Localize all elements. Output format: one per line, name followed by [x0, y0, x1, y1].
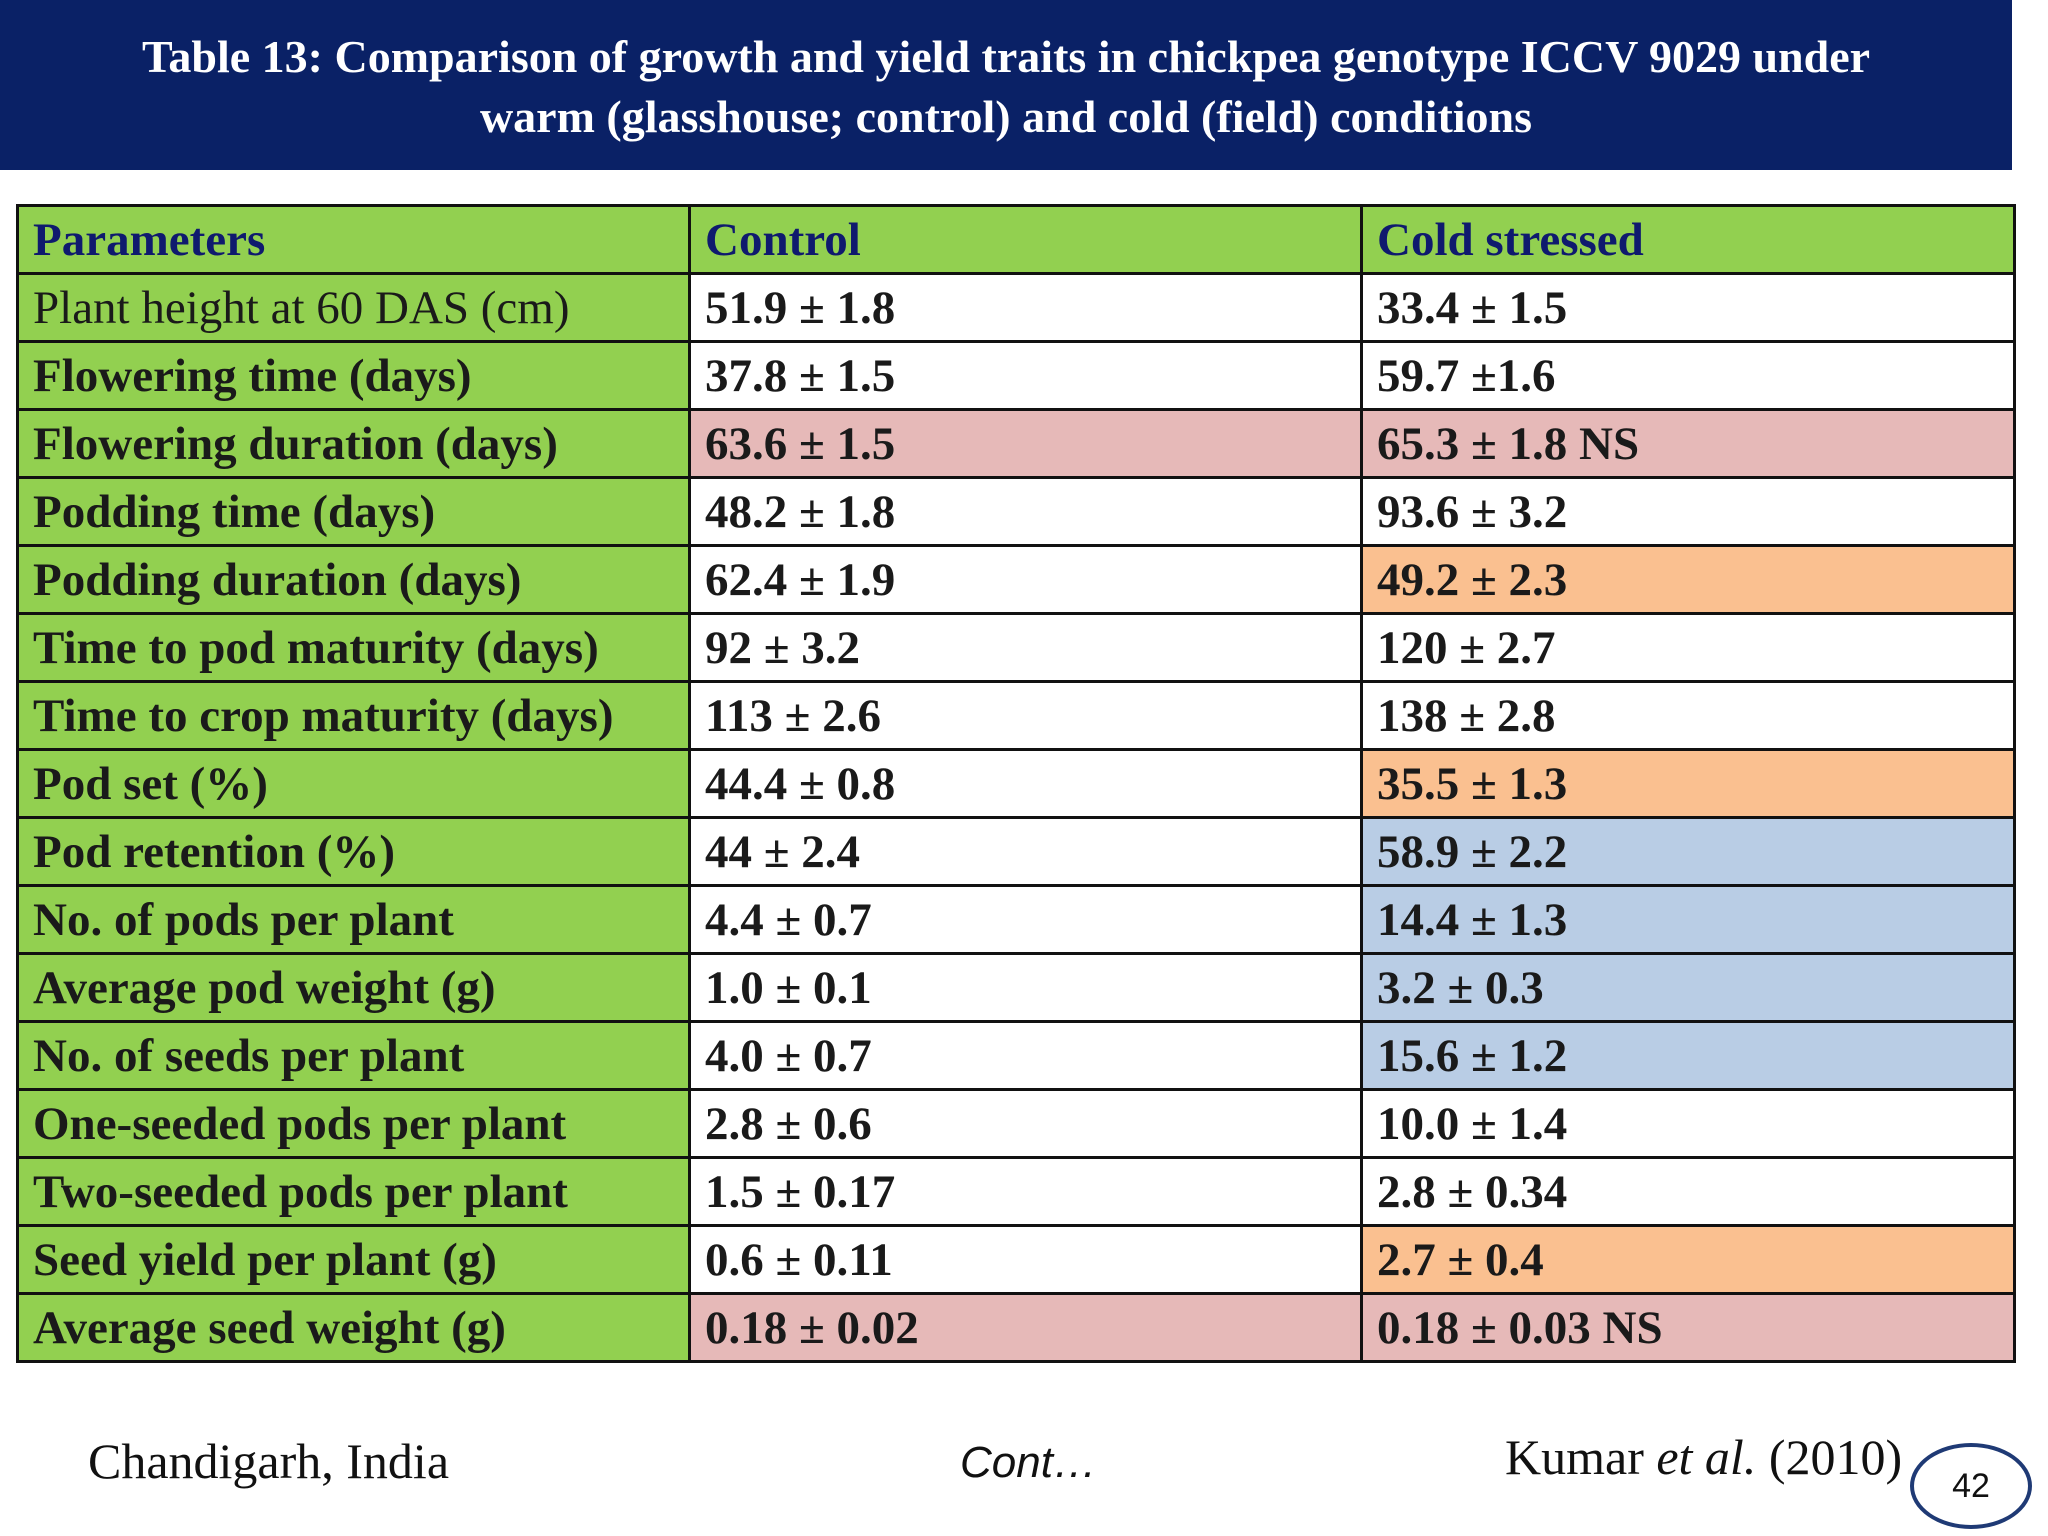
table-row: Pod retention (%) 44 ± 2.4 58.9 ± 2.2 [16, 816, 2016, 887]
parameter-cell: Time to crop maturity (days) [16, 680, 691, 751]
control-value-cell: 1.0 ± 0.1 [688, 952, 1363, 1023]
parameter-cell: One-seeded pods per plant [16, 1088, 691, 1159]
parameter-cell: Time to pod maturity (days) [16, 612, 691, 683]
table-row: Podding time (days) 48.2 ± 1.8 93.6 ± 3.2 [16, 476, 2016, 547]
table-row: Plant height at 60 DAS (cm) 51.9 ± 1.8 33.… [16, 272, 2016, 343]
parameter-cell: Pod retention (%) [16, 816, 691, 887]
header-parameters: Parameters [16, 204, 691, 275]
citation-etal: et al. [1656, 1429, 1757, 1485]
cold-stressed-value-cell: 93.6 ± 3.2 [1360, 476, 2016, 547]
table-row: Seed yield per plant (g) 0.6 ± 0.11 2.7 ± … [16, 1224, 2016, 1295]
table-header-row: Parameters Control Cold stressed [16, 204, 2016, 275]
control-value-cell: 2.8 ± 0.6 [688, 1088, 1363, 1159]
parameter-cell: Two-seeded pods per plant [16, 1156, 691, 1227]
control-value-cell: 1.5 ± 0.17 [688, 1156, 1363, 1227]
comparison-table: Parameters Control Cold stressed Plant h… [16, 204, 2016, 1363]
cold-stressed-value-cell: 138 ± 2.8 [1360, 680, 2016, 751]
slide-title: Table 13: Comparison of growth and yield… [0, 0, 2012, 170]
continued-text: Cont… [960, 1438, 1097, 1487]
control-value-cell: 113 ± 2.6 [688, 680, 1363, 751]
cold-stressed-value-cell: 33.4 ± 1.5 [1360, 272, 2016, 343]
parameter-cell: Flowering duration (days) [16, 408, 691, 479]
table-row: Podding duration (days) 62.4 ± 1.9 49.2 ± … [16, 544, 2016, 615]
table-row: One-seeded pods per plant 2.8 ± 0.6 10.0 ±… [16, 1088, 2016, 1159]
table-row: Time to crop maturity (days) 113 ± 2.6 138… [16, 680, 2016, 751]
table-row: Pod set (%) 44.4 ± 0.8 35.5 ± 1.3 [16, 748, 2016, 819]
citation: Kumar et al. (2010) [1505, 1428, 1902, 1486]
control-value-cell: 92 ± 3.2 [688, 612, 1363, 683]
parameter-cell: Podding duration (days) [16, 544, 691, 615]
table-row: Flowering duration (days) 63.6 ± 1.5 65.3 … [16, 408, 2016, 479]
citation-author: Kumar [1505, 1429, 1657, 1485]
title-line-2: warm (glasshouse; control) and cold (fie… [479, 91, 1533, 142]
parameter-cell: Podding time (days) [16, 476, 691, 547]
cold-stressed-value-cell: 58.9 ± 2.2 [1360, 816, 2016, 887]
table-row: Flowering time (days) 37.8 ± 1.5 59.7 ±1.6 [16, 340, 2016, 411]
header-control: Control [688, 204, 1363, 275]
parameter-cell: Pod set (%) [16, 748, 691, 819]
parameter-cell: Seed yield per plant (g) [16, 1224, 691, 1295]
cold-stressed-value-cell: 2.7 ± 0.4 [1360, 1224, 2016, 1295]
cold-stressed-value-cell: 0.18 ± 0.03 NS [1360, 1292, 2016, 1363]
parameter-cell: Flowering time (days) [16, 340, 691, 411]
control-value-cell: 51.9 ± 1.8 [688, 272, 1363, 343]
parameter-cell: Average seed weight (g) [16, 1292, 691, 1363]
table-row: Average seed weight (g) 0.18 ± 0.02 0.18 ±… [16, 1292, 2016, 1363]
table-row: No. of pods per plant 4.4 ± 0.7 14.4 ± 1.3 [16, 884, 2016, 955]
cold-stressed-value-cell: 10.0 ± 1.4 [1360, 1088, 2016, 1159]
control-value-cell: 37.8 ± 1.5 [688, 340, 1363, 411]
table-row: Two-seeded pods per plant 1.5 ± 0.17 2.8 ±… [16, 1156, 2016, 1227]
header-cold-stressed: Cold stressed [1360, 204, 2016, 275]
control-value-cell: 62.4 ± 1.9 [688, 544, 1363, 615]
parameter-cell: Plant height at 60 DAS (cm) [16, 272, 691, 343]
control-value-cell: 63.6 ± 1.5 [688, 408, 1363, 479]
cold-stressed-value-cell: 14.4 ± 1.3 [1360, 884, 2016, 955]
control-value-cell: 44 ± 2.4 [688, 816, 1363, 887]
title-line-1: Table 13: Comparison of growth and yield… [141, 31, 1871, 82]
parameter-cell: Average pod weight (g) [16, 952, 691, 1023]
cold-stressed-value-cell: 3.2 ± 0.3 [1360, 952, 2016, 1023]
control-value-cell: 0.18 ± 0.02 [688, 1292, 1363, 1363]
control-value-cell: 44.4 ± 0.8 [688, 748, 1363, 819]
parameter-cell: No. of seeds per plant [16, 1020, 691, 1091]
page-number: 42 [1910, 1443, 2032, 1529]
cold-stressed-value-cell: 15.6 ± 1.2 [1360, 1020, 2016, 1091]
control-value-cell: 4.0 ± 0.7 [688, 1020, 1363, 1091]
cold-stressed-value-cell: 49.2 ± 2.3 [1360, 544, 2016, 615]
table-row: Time to pod maturity (days) 92 ± 3.2 120 ±… [16, 612, 2016, 683]
control-value-cell: 0.6 ± 0.11 [688, 1224, 1363, 1295]
citation-year: (2010) [1756, 1429, 1903, 1485]
cold-stressed-value-cell: 2.8 ± 0.34 [1360, 1156, 2016, 1227]
parameter-cell: No. of pods per plant [16, 884, 691, 955]
table-row: No. of seeds per plant 4.0 ± 0.7 15.6 ± 1.… [16, 1020, 2016, 1091]
location-text: Chandigarh, India [88, 1433, 450, 1489]
table-body: Plant height at 60 DAS (cm) 51.9 ± 1.8 33.… [16, 272, 2016, 1363]
control-value-cell: 48.2 ± 1.8 [688, 476, 1363, 547]
cold-stressed-value-cell: 59.7 ±1.6 [1360, 340, 2016, 411]
control-value-cell: 4.4 ± 0.7 [688, 884, 1363, 955]
cold-stressed-value-cell: 35.5 ± 1.3 [1360, 748, 2016, 819]
cold-stressed-value-cell: 120 ± 2.7 [1360, 612, 2016, 683]
cold-stressed-value-cell: 65.3 ± 1.8 NS [1360, 408, 2016, 479]
table-row: Average pod weight (g) 1.0 ± 0.1 3.2 ± 0.3 [16, 952, 2016, 1023]
